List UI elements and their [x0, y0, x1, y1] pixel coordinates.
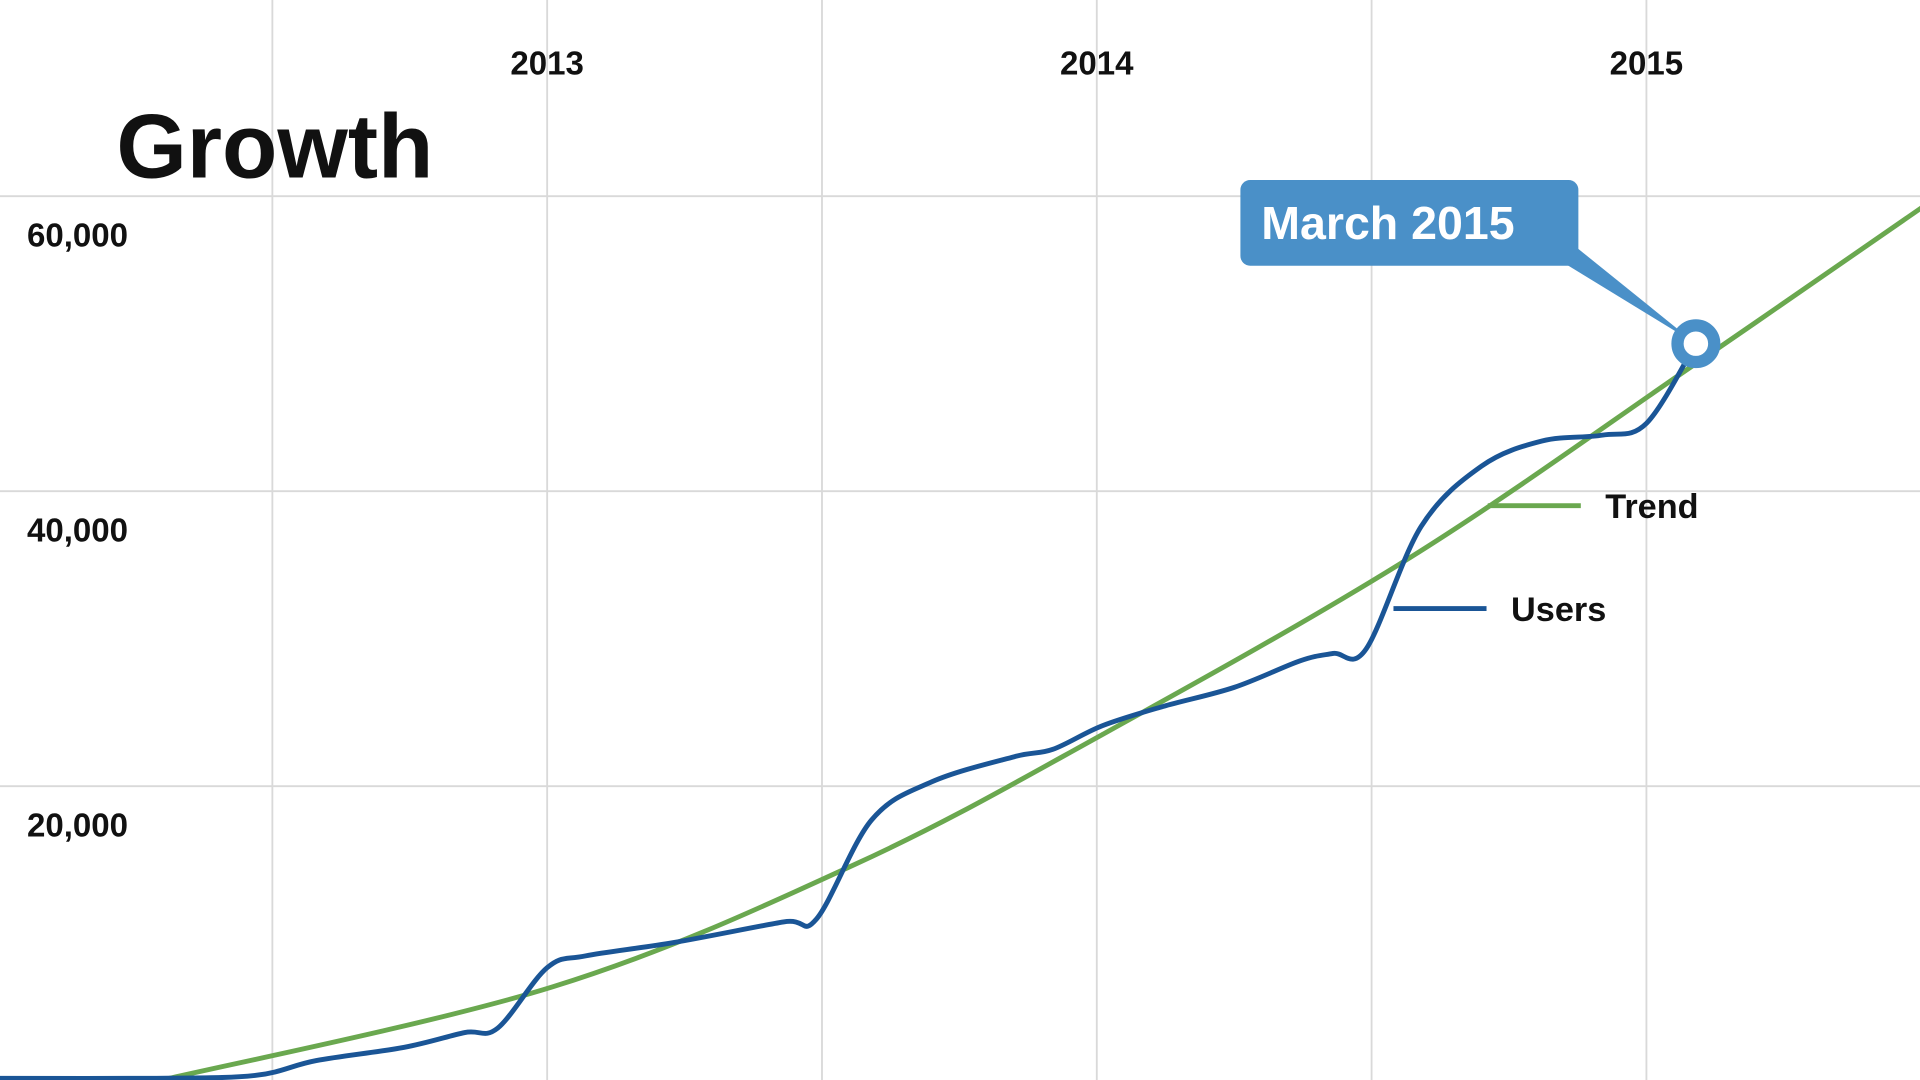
- legend-label: Users: [1511, 591, 1606, 629]
- line-series: [154, 205, 1920, 1080]
- x-tick-label: 2014: [1060, 46, 1134, 83]
- callout-label: March 2015: [1261, 197, 1514, 249]
- y-tick-label: 20,000: [27, 807, 128, 844]
- y-tick-label: 40,000: [27, 512, 128, 549]
- annotation-marker: [1671, 319, 1721, 369]
- legend-label: Trend: [1605, 488, 1698, 526]
- line-series: [0, 341, 1699, 1080]
- callout-box: [1240, 180, 1579, 266]
- x-tick-label: 2015: [1610, 46, 1684, 83]
- x-tick-label: 2013: [510, 46, 584, 83]
- chart-title: Growth: [116, 97, 433, 198]
- y-tick-label: 60,000: [27, 217, 128, 254]
- lines: [0, 205, 1920, 1080]
